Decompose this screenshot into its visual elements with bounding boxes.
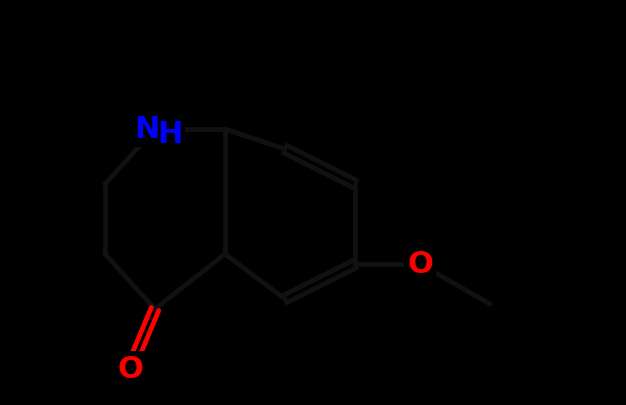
Text: H: H — [157, 120, 182, 149]
Text: O: O — [407, 250, 433, 279]
Text: N: N — [135, 115, 160, 144]
Text: O: O — [117, 355, 143, 384]
Text: O: O — [117, 355, 143, 384]
Text: N: N — [135, 115, 160, 144]
Text: O: O — [407, 250, 433, 279]
Text: H: H — [157, 120, 182, 149]
